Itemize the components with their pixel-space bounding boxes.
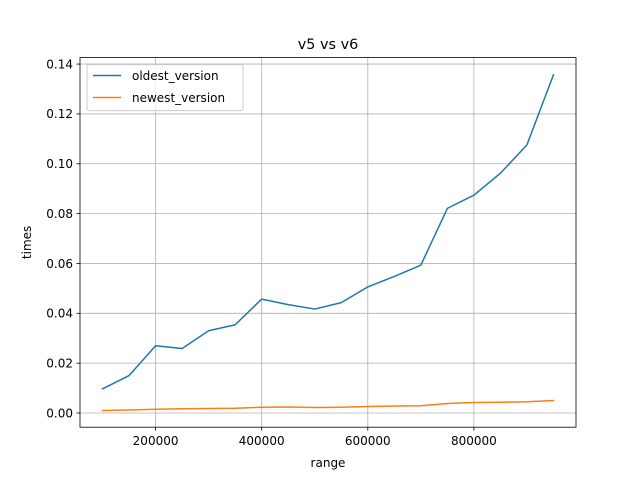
x-axis-label: range xyxy=(311,456,346,470)
x-tick-label: 200000 xyxy=(133,434,179,448)
legend: oldest_version newest_version xyxy=(86,64,244,112)
legend-box xyxy=(86,64,244,112)
series-line-newest-version xyxy=(101,399,555,412)
y-axis-label: times xyxy=(20,226,34,259)
series-lines xyxy=(101,73,555,412)
axis-ticks: 200000 400000 600000 800000 0.00 0.02 0.04 0.06… xyxy=(46,57,497,448)
series-line-oldest-version xyxy=(101,73,555,390)
y-tick-label: 0.06 xyxy=(46,257,73,271)
x-tick-label: 800000 xyxy=(451,434,497,448)
y-tick-label: 0.10 xyxy=(46,157,73,171)
y-tick-label: 0.14 xyxy=(46,57,73,71)
legend-label-oldest-version: oldest_version xyxy=(132,69,219,83)
y-tick-label: 0.12 xyxy=(46,107,73,121)
y-tick-label: 0.04 xyxy=(46,307,73,321)
y-tick-label: 0.08 xyxy=(46,207,73,221)
x-tick-label: 400000 xyxy=(239,434,285,448)
y-tick-label: 0.00 xyxy=(46,406,73,420)
x-tick-label: 600000 xyxy=(345,434,391,448)
grid-lines xyxy=(80,57,576,428)
plot-frame xyxy=(79,57,577,428)
y-tick-label: 0.02 xyxy=(46,356,73,370)
chart-title: v5 vs v6 xyxy=(298,37,359,53)
plot-area xyxy=(80,57,576,428)
legend-label-newest-version: newest_version xyxy=(132,91,225,105)
